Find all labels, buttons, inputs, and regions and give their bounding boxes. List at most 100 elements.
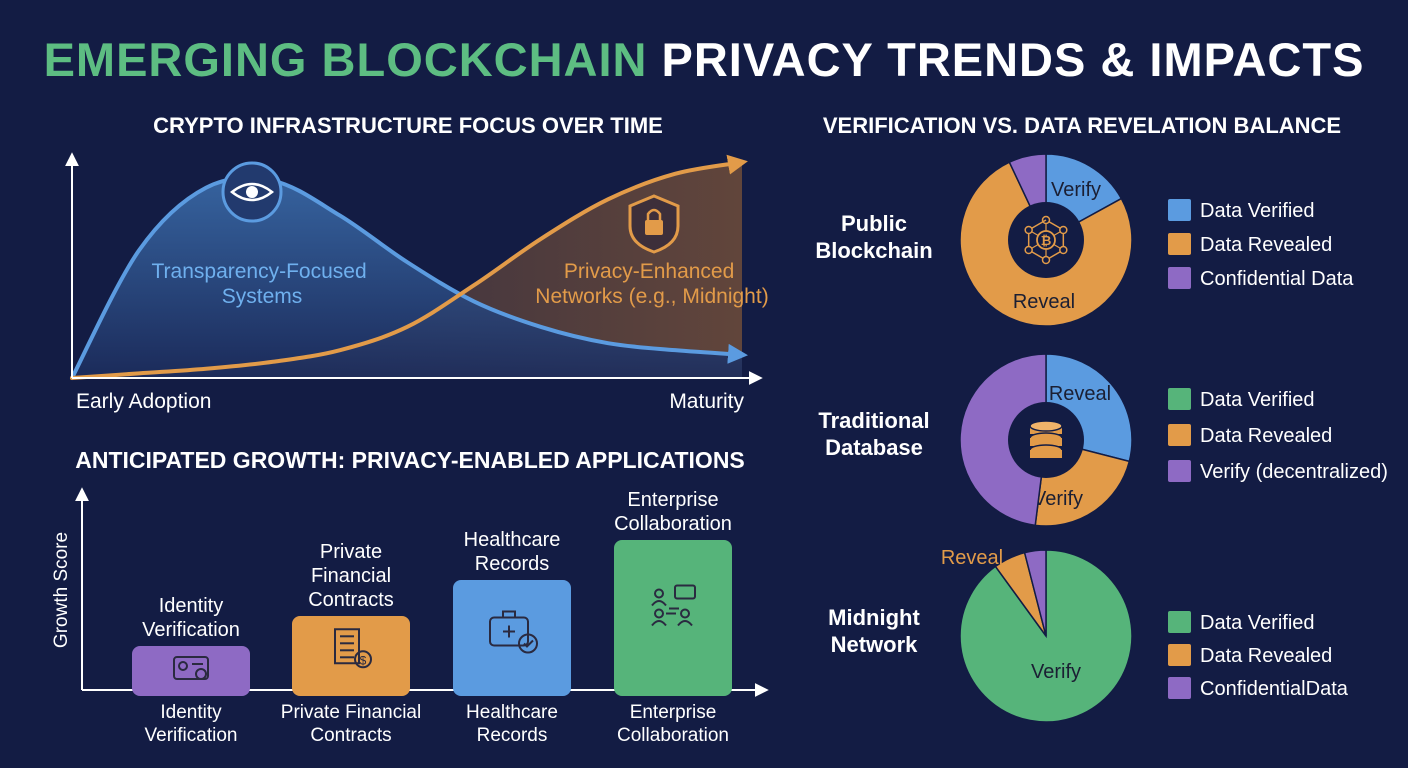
legend-swatch	[1168, 677, 1191, 699]
bar-4	[614, 540, 732, 696]
bar-category-label: Private Financial Contracts	[281, 702, 421, 746]
legend-label: Data Verified	[1200, 389, 1315, 411]
legend-swatch	[1168, 611, 1191, 633]
legend-label: Verify (decentralized)	[1200, 461, 1388, 483]
bar-1	[132, 646, 250, 696]
legend-label: Data Verified	[1200, 612, 1315, 634]
pie-row-name: Traditional Database	[818, 408, 929, 460]
bar-top-label: Identity Verification	[142, 595, 240, 641]
series-label-privacy-line2: Networks (e.g., Midnight)	[535, 285, 768, 308]
pie-slice-label: Reveal	[1013, 291, 1075, 313]
bar-top-label-line: Healthcare	[464, 529, 561, 551]
dollar-glyph: $	[360, 653, 367, 667]
bar-top-label-line: Contracts	[308, 589, 394, 611]
pie-row-name: Public Blockchain	[815, 211, 932, 263]
bar-category-label: Identity Verification	[145, 702, 238, 746]
legend-swatch	[1168, 233, 1191, 255]
growth-bar-chart: ANTICIPATED GROWTH: PRIVACY-ENABLED APPL…	[51, 447, 769, 746]
area-line-privacy	[70, 154, 748, 380]
pie-row-name-line: Blockchain	[815, 238, 932, 263]
page-title: EMERGING BLOCKCHAIN PRIVACY TRENDS & IMPA…	[44, 33, 1365, 86]
legend-swatch	[1168, 424, 1191, 446]
series-label-transparency-line2: Systems	[222, 285, 303, 308]
database-icon	[1029, 420, 1063, 458]
bar-chart-title: ANTICIPATED GROWTH: PRIVACY-ENABLED APPL…	[75, 447, 745, 473]
bar-3	[453, 580, 571, 696]
x-start-label: Early Adoption	[76, 390, 211, 413]
collaboration-icon	[651, 584, 696, 627]
legend-label: Data Revealed	[1200, 234, 1332, 256]
area-line-transparency	[70, 175, 748, 380]
bar-top-label-line: Enterprise	[627, 489, 718, 511]
bar-category-label: Enterprise Collaboration	[617, 702, 729, 746]
page-title-part1: EMERGING BLOCKCHAIN	[44, 33, 648, 86]
x-end-label: Maturity	[669, 390, 744, 413]
pie-row-name-line: Midnight	[828, 605, 920, 630]
bar-2	[292, 616, 410, 696]
series-label-privacy: Privacy-Enhanced Networks (e.g., Midnigh…	[535, 260, 768, 308]
eye-icon	[221, 161, 283, 223]
legend-swatch	[1168, 644, 1191, 666]
bar-category-label-line: Private Financial	[281, 702, 421, 723]
bar-category-label-line: Contracts	[310, 725, 391, 746]
verification-balance-section: VERIFICATION VS. DATA REVELATION BALANCE…	[815, 113, 1388, 723]
pie-slice	[959, 353, 1047, 527]
bar-category-label: Healthcare Records	[466, 702, 558, 746]
pie-row-name-line: Network	[831, 632, 919, 657]
pie-section-title: VERIFICATION VS. DATA REVELATION BALANCE	[823, 113, 1341, 138]
series-label-transparency: Transparency-Focused Systems	[152, 260, 373, 308]
bar-top-label-line: Identity	[159, 595, 223, 617]
legend-swatch	[1168, 267, 1191, 289]
pie-3: Verify Reveal	[941, 547, 1133, 723]
pie-slice-label: Verify	[1031, 661, 1081, 683]
bar-top-label-line: Records	[475, 553, 549, 575]
pie-slice-label: Verify	[1051, 179, 1101, 201]
series-label-privacy-line1: Privacy-Enhanced	[564, 260, 734, 283]
legend-label: Data Verified	[1200, 200, 1315, 222]
legend-label: Data Revealed	[1200, 645, 1332, 667]
contract-icon: $	[334, 628, 372, 669]
bar-top-label: Private Financial Contracts	[308, 541, 394, 611]
pie-slice-label: Verify	[1033, 488, 1083, 510]
bar-top-label: Enterprise Collaboration	[614, 489, 732, 535]
bar-y-label: Growth Score	[51, 532, 72, 648]
bar-category-label-line: Verification	[145, 725, 238, 746]
pie-row-name-line: Traditional	[818, 408, 929, 433]
legend-swatch	[1168, 199, 1191, 221]
bitcoin-glyph: ₿	[1041, 233, 1052, 248]
bar-top-label-line: Financial	[311, 565, 391, 587]
bar-category-label-line: Records	[477, 725, 548, 746]
area-chart-title: CRYPTO INFRASTRUCTURE FOCUS OVER TIME	[153, 113, 663, 138]
bar-top-label: Healthcare Records	[464, 529, 561, 575]
pie-1: Verify Reveal ₿	[959, 153, 1133, 327]
legend-label: ConfidentialData	[1200, 678, 1349, 700]
id-card-icon	[173, 656, 209, 680]
area-fill-privacy	[72, 162, 742, 378]
bar-category-label-line: Enterprise	[630, 702, 717, 723]
bar-category-label-line: Identity	[160, 702, 222, 723]
series-label-transparency-line1: Transparency-Focused	[152, 260, 367, 283]
area-fill-transparency	[72, 177, 742, 378]
shield-lock-icon	[628, 194, 680, 254]
bar-top-label-line: Private	[320, 541, 382, 563]
page-title-part2: PRIVACY TRENDS & IMPACTS	[661, 33, 1364, 86]
pie-slice-label: Reveal	[941, 547, 1003, 569]
bar-top-label-line: Collaboration	[614, 513, 732, 535]
legend-label: Confidential Data	[1200, 268, 1354, 290]
pie-row-name-line: Database	[825, 435, 923, 460]
pie-slice-label: Reveal	[1049, 383, 1111, 405]
pie-row-name: Midnight Network	[828, 605, 920, 657]
legend-swatch	[1168, 460, 1191, 482]
bar-category-label-line: Collaboration	[617, 725, 729, 746]
legend-swatch	[1168, 388, 1191, 410]
medical-case-icon	[489, 610, 538, 654]
pie-row-name-line: Public	[841, 211, 907, 236]
pie-2: Reveal Verify	[959, 353, 1133, 527]
bar-category-label-line: Healthcare	[466, 702, 558, 723]
blockchain-network-icon: ₿	[1024, 215, 1068, 265]
pie-slice	[1023, 549, 1047, 637]
bar-top-label-line: Verification	[142, 619, 240, 641]
infrastructure-focus-chart: CRYPTO INFRASTRUCTURE FOCUS OVER TIME Ea…	[65, 113, 769, 413]
